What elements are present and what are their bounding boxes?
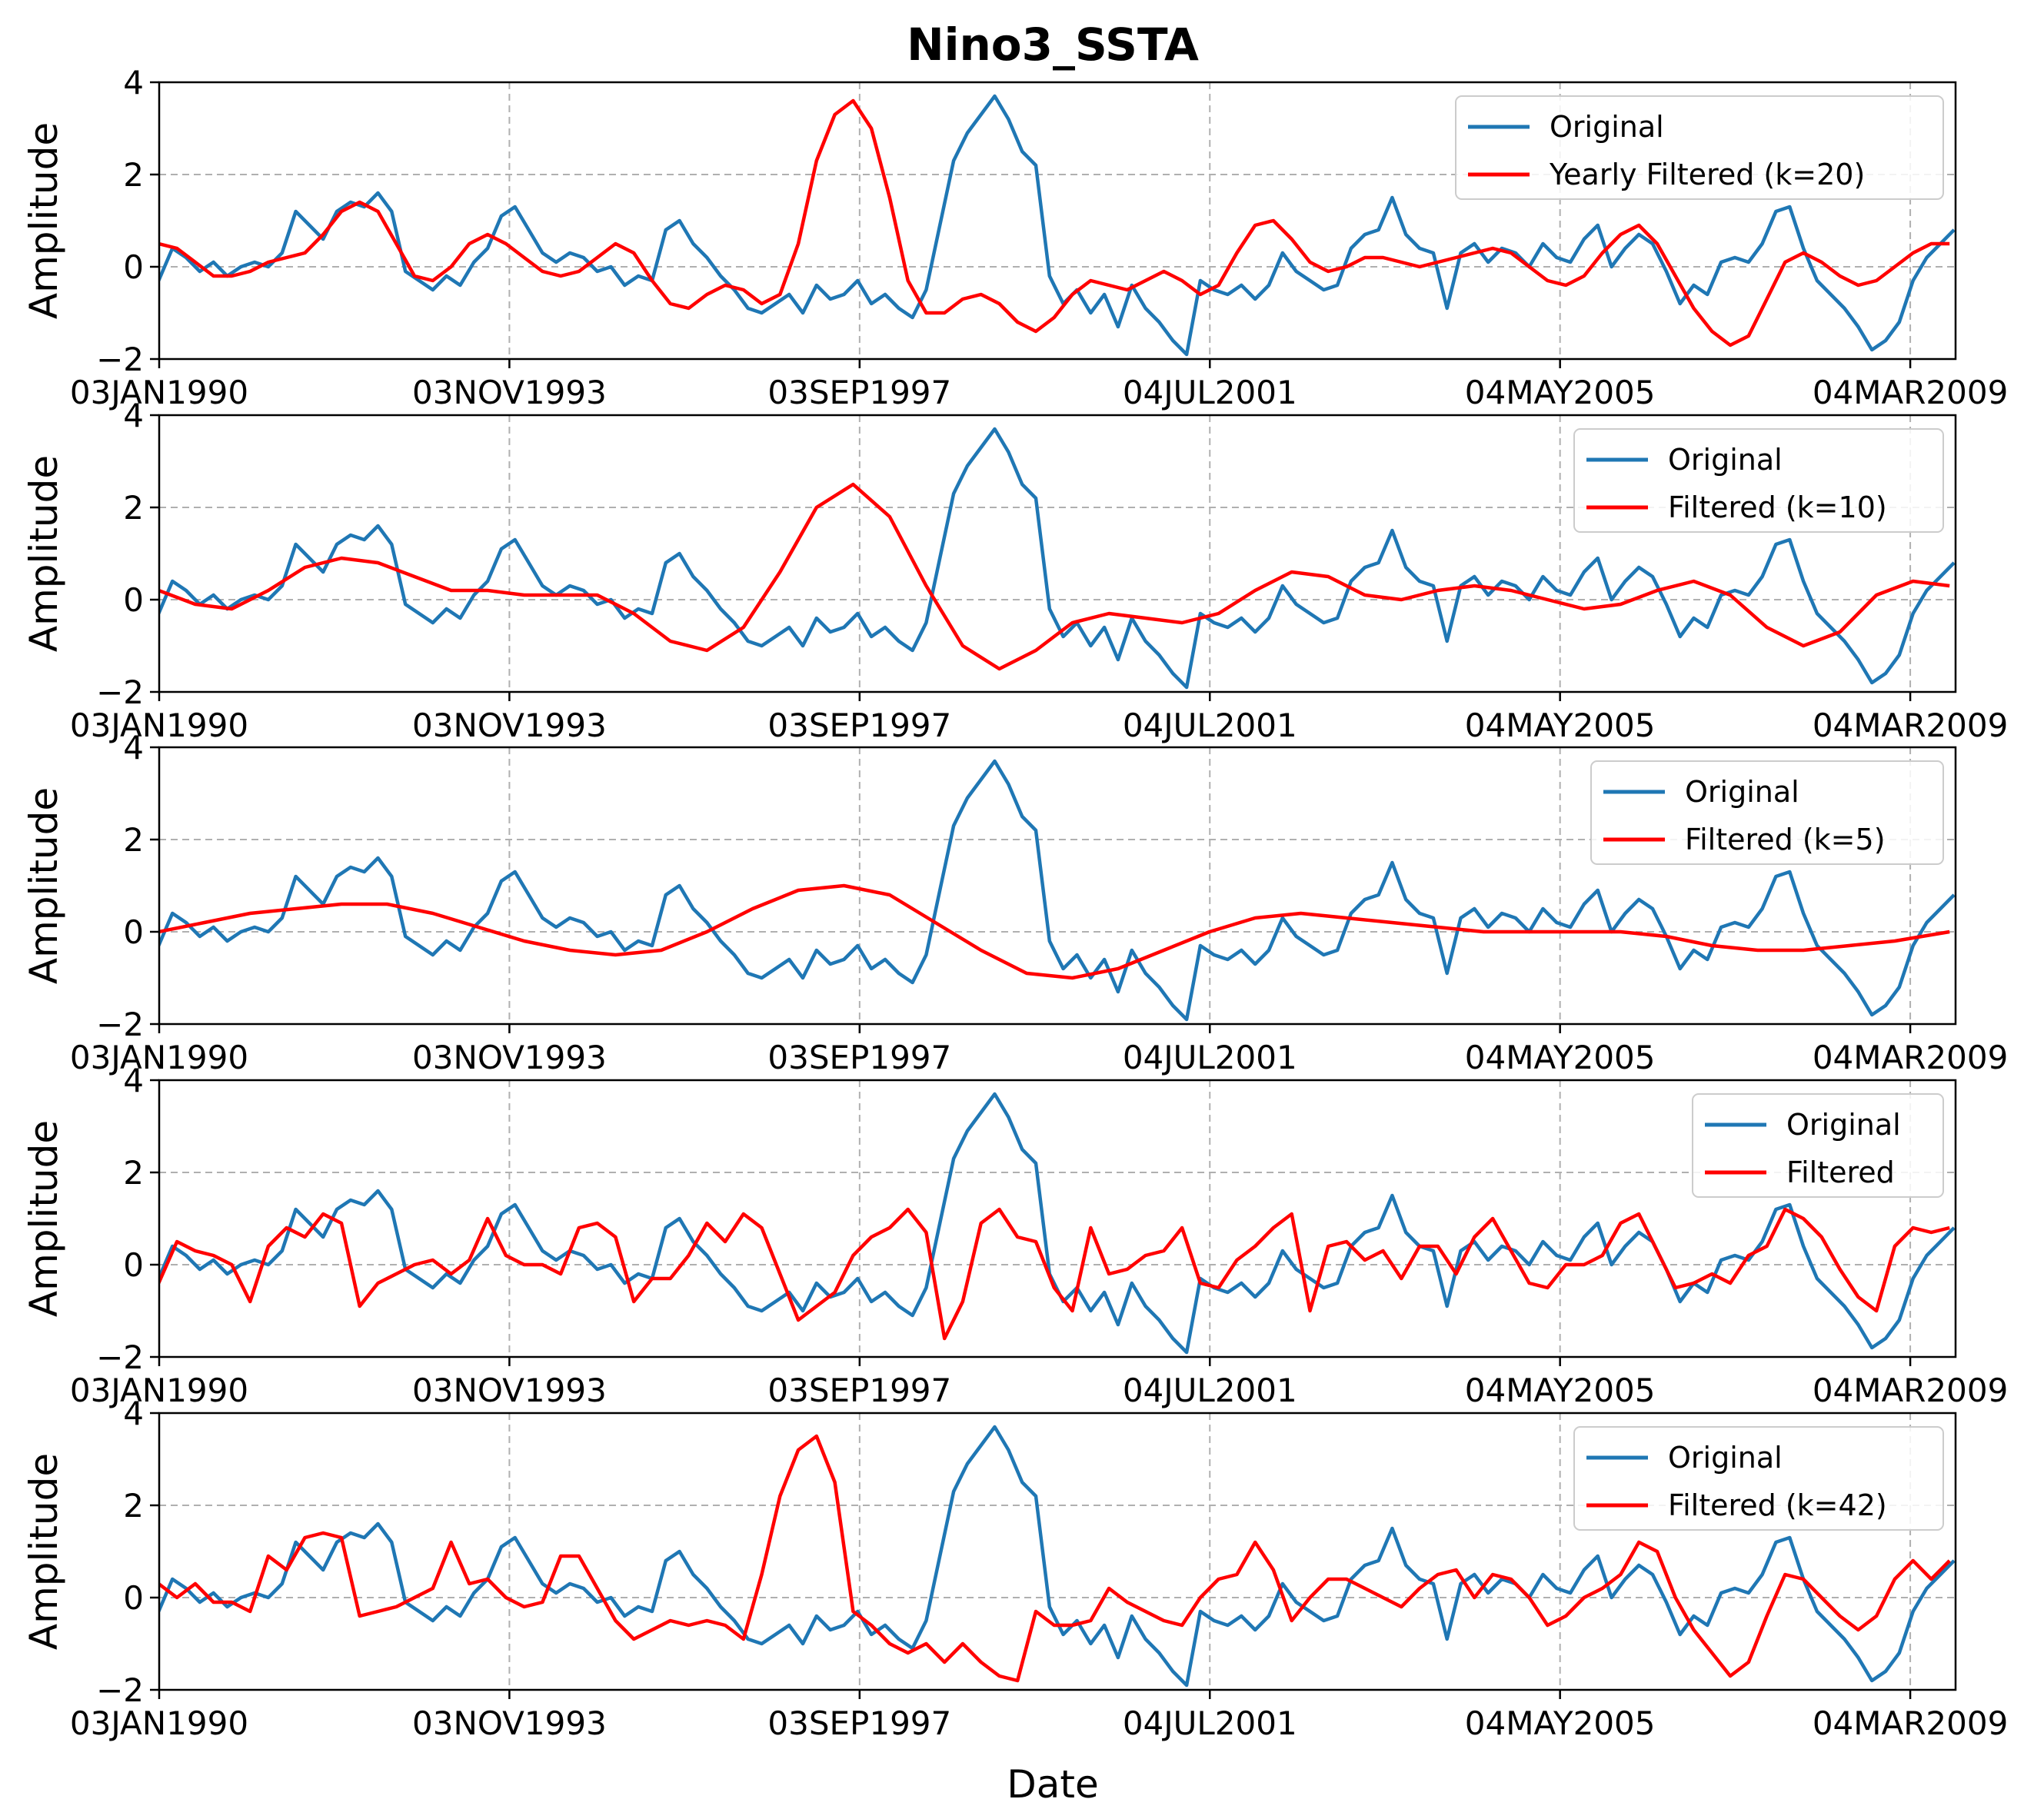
x-tick-label: 03SEP1997	[767, 1704, 951, 1742]
x-tick-label: 04MAY2005	[1465, 1039, 1656, 1076]
x-tick-label: 03SEP1997	[767, 374, 951, 411]
plot-frame	[158, 81, 1957, 361]
plot-frame	[158, 414, 1957, 693]
x-tick-label: 04MAY2005	[1465, 1372, 1656, 1409]
x-tick-label: 04MAR2009	[1813, 707, 2008, 744]
x-tick-label: 03SEP1997	[767, 707, 951, 744]
y-tick-label: 4	[123, 64, 144, 101]
subplot-3: −2 0 2 4 03JAN1990 03NOV1993 03SEP1997 04JUL200…	[22, 729, 2008, 1076]
subplot-4: −2 0 2 4 03JAN1990 03NOV1993 03SEP1997 04JUL200…	[22, 1062, 2008, 1409]
legend-entry: Filtered (k=10)	[1668, 490, 1887, 524]
x-axis-label: Date	[1007, 1762, 1099, 1807]
y-axis-label: Amplitude	[22, 1453, 66, 1650]
y-axis-label: Amplitude	[22, 787, 66, 984]
x-tick-label: 04MAR2009	[1813, 1704, 2008, 1742]
x-tick-label: 03SEP1997	[767, 1039, 951, 1076]
y-tick-label: −2	[96, 1671, 144, 1709]
y-tick-label: 0	[123, 1579, 144, 1617]
x-tick-label: 04JUL2001	[1123, 374, 1297, 411]
legend-box	[1573, 1426, 1944, 1531]
series-original-line	[159, 427, 1956, 690]
y-axis-label: Amplitude	[22, 455, 66, 652]
y-tick-label: 4	[123, 1062, 144, 1099]
x-tick-label: 04JUL2001	[1123, 1704, 1297, 1742]
x-tick-label: 04MAR2009	[1813, 374, 2008, 411]
x-tick-label: 03JAN1990	[70, 1372, 248, 1409]
y-tick-label: 2	[123, 1487, 144, 1525]
x-tick-label: 03SEP1997	[767, 1372, 951, 1409]
y-tick-label: 0	[123, 581, 144, 619]
series-original-line	[159, 1092, 1956, 1355]
y-tick-label: −2	[96, 1338, 144, 1376]
x-tick-label: 04MAY2005	[1465, 707, 1656, 744]
x-tick-label: 04JUL2001	[1123, 707, 1297, 744]
legend-box	[1590, 760, 1944, 865]
legend: Original Filtered (k=10)	[1573, 428, 1944, 533]
legend-entry: Original	[1668, 443, 1783, 477]
x-tick-label: 03NOV1993	[412, 1372, 607, 1409]
x-tick-label: 04MAY2005	[1465, 1704, 1656, 1742]
legend-entry: Filtered (k=42)	[1668, 1488, 1887, 1522]
plot-frame	[158, 746, 1957, 1026]
y-tick-label: 4	[123, 1395, 144, 1432]
y-tick-label: −2	[96, 341, 144, 378]
y-tick-label: 2	[123, 156, 144, 194]
x-tick-label: 04MAR2009	[1813, 1372, 2008, 1409]
x-tick-label: 03JAN1990	[70, 374, 248, 411]
x-tick-label: 03NOV1993	[412, 1704, 607, 1742]
subplot-5: −2 0 2 4 03JAN1990 03NOV1993 03SEP1997 04JUL200…	[22, 1395, 2008, 1742]
series-original-line	[159, 94, 1956, 357]
x-tick-label: 03JAN1990	[70, 1704, 248, 1742]
plot-frame	[158, 1412, 1957, 1691]
series-filtered-line	[159, 883, 1950, 980]
legend-entry: Filtered (k=5)	[1685, 823, 1886, 856]
x-tick-label: 04JUL2001	[1123, 1372, 1297, 1409]
legend-box	[1455, 95, 1944, 200]
series-filtered-line	[159, 1434, 1951, 1683]
series-filtered-line	[159, 98, 1950, 348]
y-tick-label: −2	[96, 1006, 144, 1043]
x-tick-label: 03NOV1993	[412, 374, 607, 411]
subplot-1: −2 0 2 4 03JAN1990 03NOV1993 03SEP1997 04JUL200…	[22, 64, 2008, 411]
series-filtered-line	[159, 482, 1950, 671]
x-tick-label: 04MAR2009	[1813, 1039, 2008, 1076]
legend: Original Yearly Filtered (k=20)	[1455, 95, 1944, 200]
y-tick-label: 2	[123, 821, 144, 859]
legend-entry: Original	[1685, 775, 1799, 809]
legend: Original Filtered	[1692, 1093, 1944, 1198]
legend-entry: Original	[1786, 1108, 1901, 1142]
legend: Original Filtered (k=5)	[1590, 760, 1944, 865]
y-tick-label: 4	[123, 397, 144, 434]
x-tick-label: 03NOV1993	[412, 1039, 607, 1076]
legend-entry: Filtered	[1786, 1156, 1895, 1189]
y-tick-label: 2	[123, 489, 144, 527]
legend-entry: Original	[1550, 110, 1664, 144]
y-axis-label: Amplitude	[22, 122, 66, 319]
grid	[158, 1079, 1956, 1358]
x-tick-label: 03JAN1990	[70, 707, 248, 744]
series-original-line	[159, 759, 1956, 1022]
x-tick-label: 03JAN1990	[70, 1039, 248, 1076]
series-filtered-line	[159, 1207, 1950, 1341]
y-tick-label: 0	[123, 248, 144, 286]
legend: Original Filtered (k=42)	[1573, 1426, 1944, 1531]
plot-frame	[158, 1079, 1957, 1358]
y-tick-label: 0	[123, 913, 144, 951]
legend-box	[1573, 428, 1944, 533]
y-tick-label: 0	[123, 1246, 144, 1284]
y-axis-label: Amplitude	[22, 1120, 66, 1317]
y-tick-label: 2	[123, 1154, 144, 1192]
x-tick-label: 04JUL2001	[1123, 1039, 1297, 1076]
chart-title: Nino3_SSTA	[907, 18, 1199, 71]
y-tick-label: −2	[96, 673, 144, 711]
series-original-line	[159, 1425, 1956, 1688]
legend-entry: Yearly Filtered (k=20)	[1549, 158, 1865, 191]
subplot-2: −2 0 2 4 03JAN1990 03NOV1993 03SEP1997 04JUL200…	[22, 397, 2008, 744]
legend-entry: Original	[1668, 1441, 1783, 1475]
x-tick-label: 03NOV1993	[412, 707, 607, 744]
x-tick-label: 04MAY2005	[1465, 374, 1656, 411]
y-tick-label: 4	[123, 729, 144, 767]
